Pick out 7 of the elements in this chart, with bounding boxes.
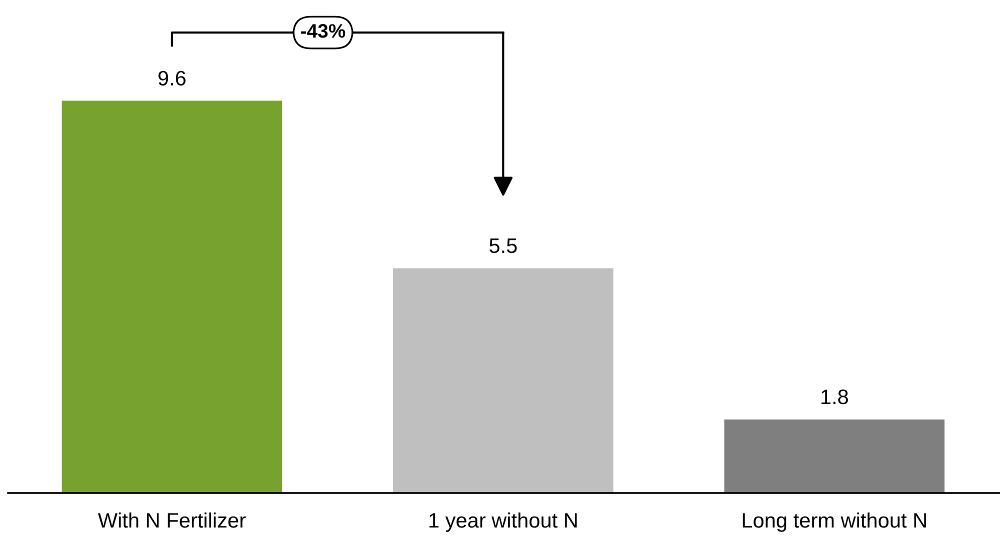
x-tick-label: 1 year without N bbox=[430, 512, 577, 532]
text: -43% bbox=[301, 24, 346, 38]
x-tick-label: With N Fertilizer bbox=[98, 512, 246, 528]
data-label: 5.5 bbox=[490, 238, 517, 254]
data-label: 9.6 bbox=[158, 70, 186, 86]
x-tick-label: Long term without N bbox=[742, 512, 926, 532]
data-label: 1.8 bbox=[822, 389, 848, 404]
